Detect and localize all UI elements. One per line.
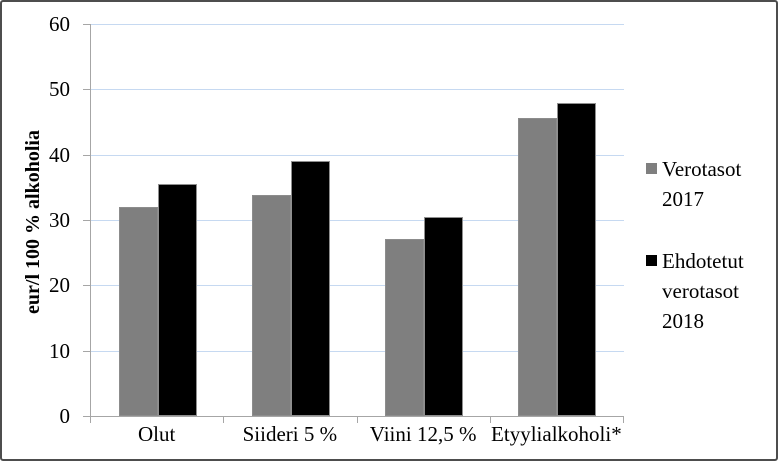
y-tick-mark bbox=[83, 89, 90, 91]
x-tick-mark bbox=[623, 417, 624, 423]
y-tick-mark bbox=[83, 154, 90, 156]
bar-series2-etyylialkoholi bbox=[557, 103, 597, 416]
x-tick-mark bbox=[90, 417, 91, 423]
y-tick-mark bbox=[83, 350, 90, 352]
y-tick-mark bbox=[83, 24, 90, 25]
gridline bbox=[91, 24, 624, 25]
y-tick-label: 60 bbox=[49, 12, 70, 36]
bar-series1-siideri-5 bbox=[251, 195, 291, 416]
gridline bbox=[91, 350, 624, 352]
x-axis-label: Siideri 5 % bbox=[242, 422, 338, 446]
gridline bbox=[91, 285, 624, 287]
legend-label: Verotasot 2017 bbox=[662, 157, 742, 211]
x-tick-mark bbox=[489, 417, 491, 423]
y-tick-label: 30 bbox=[49, 208, 70, 232]
bar-series1-olut bbox=[118, 206, 158, 416]
x-axis-label: Viini 12,5 % bbox=[369, 422, 477, 446]
x-tick-mark bbox=[356, 417, 358, 423]
y-tick-label: 10 bbox=[49, 338, 70, 363]
y-tick-label: 40 bbox=[49, 142, 70, 167]
y-tick-mark bbox=[83, 285, 90, 287]
y-tick-mark bbox=[83, 220, 90, 221]
y-tick-label: 0 bbox=[59, 404, 71, 428]
legend-swatch bbox=[646, 255, 657, 266]
legend-item: Ehdotetut verotasot 2018 bbox=[646, 246, 774, 336]
y-tick-label: 50 bbox=[49, 77, 70, 102]
bar-series2-olut bbox=[157, 183, 197, 416]
bar-series2-siideri-5 bbox=[290, 161, 330, 416]
y-tick-mark bbox=[83, 416, 90, 417]
x-axis-label: Etyylialkoholi* bbox=[491, 422, 622, 446]
legend-label: Ehdotetut verotasot 2018 bbox=[662, 249, 744, 333]
x-tick-mark bbox=[223, 417, 225, 423]
bar-series2-viini-12-5 bbox=[424, 216, 464, 416]
x-axis-label: Olut bbox=[137, 422, 176, 446]
legend-swatch bbox=[646, 163, 657, 174]
gridline bbox=[91, 154, 624, 156]
gridline bbox=[91, 220, 624, 221]
bar-series1-viini-12-5 bbox=[385, 238, 425, 416]
gridline bbox=[91, 89, 624, 91]
legend: Verotasot 2017 Ehdotetut verotasot 2018 bbox=[646, 154, 774, 336]
plot-area bbox=[90, 24, 624, 417]
legend-item: Verotasot 2017 bbox=[646, 154, 774, 214]
bar-series1-etyylialkoholi bbox=[518, 118, 558, 416]
y-tick-label: 20 bbox=[49, 273, 70, 298]
